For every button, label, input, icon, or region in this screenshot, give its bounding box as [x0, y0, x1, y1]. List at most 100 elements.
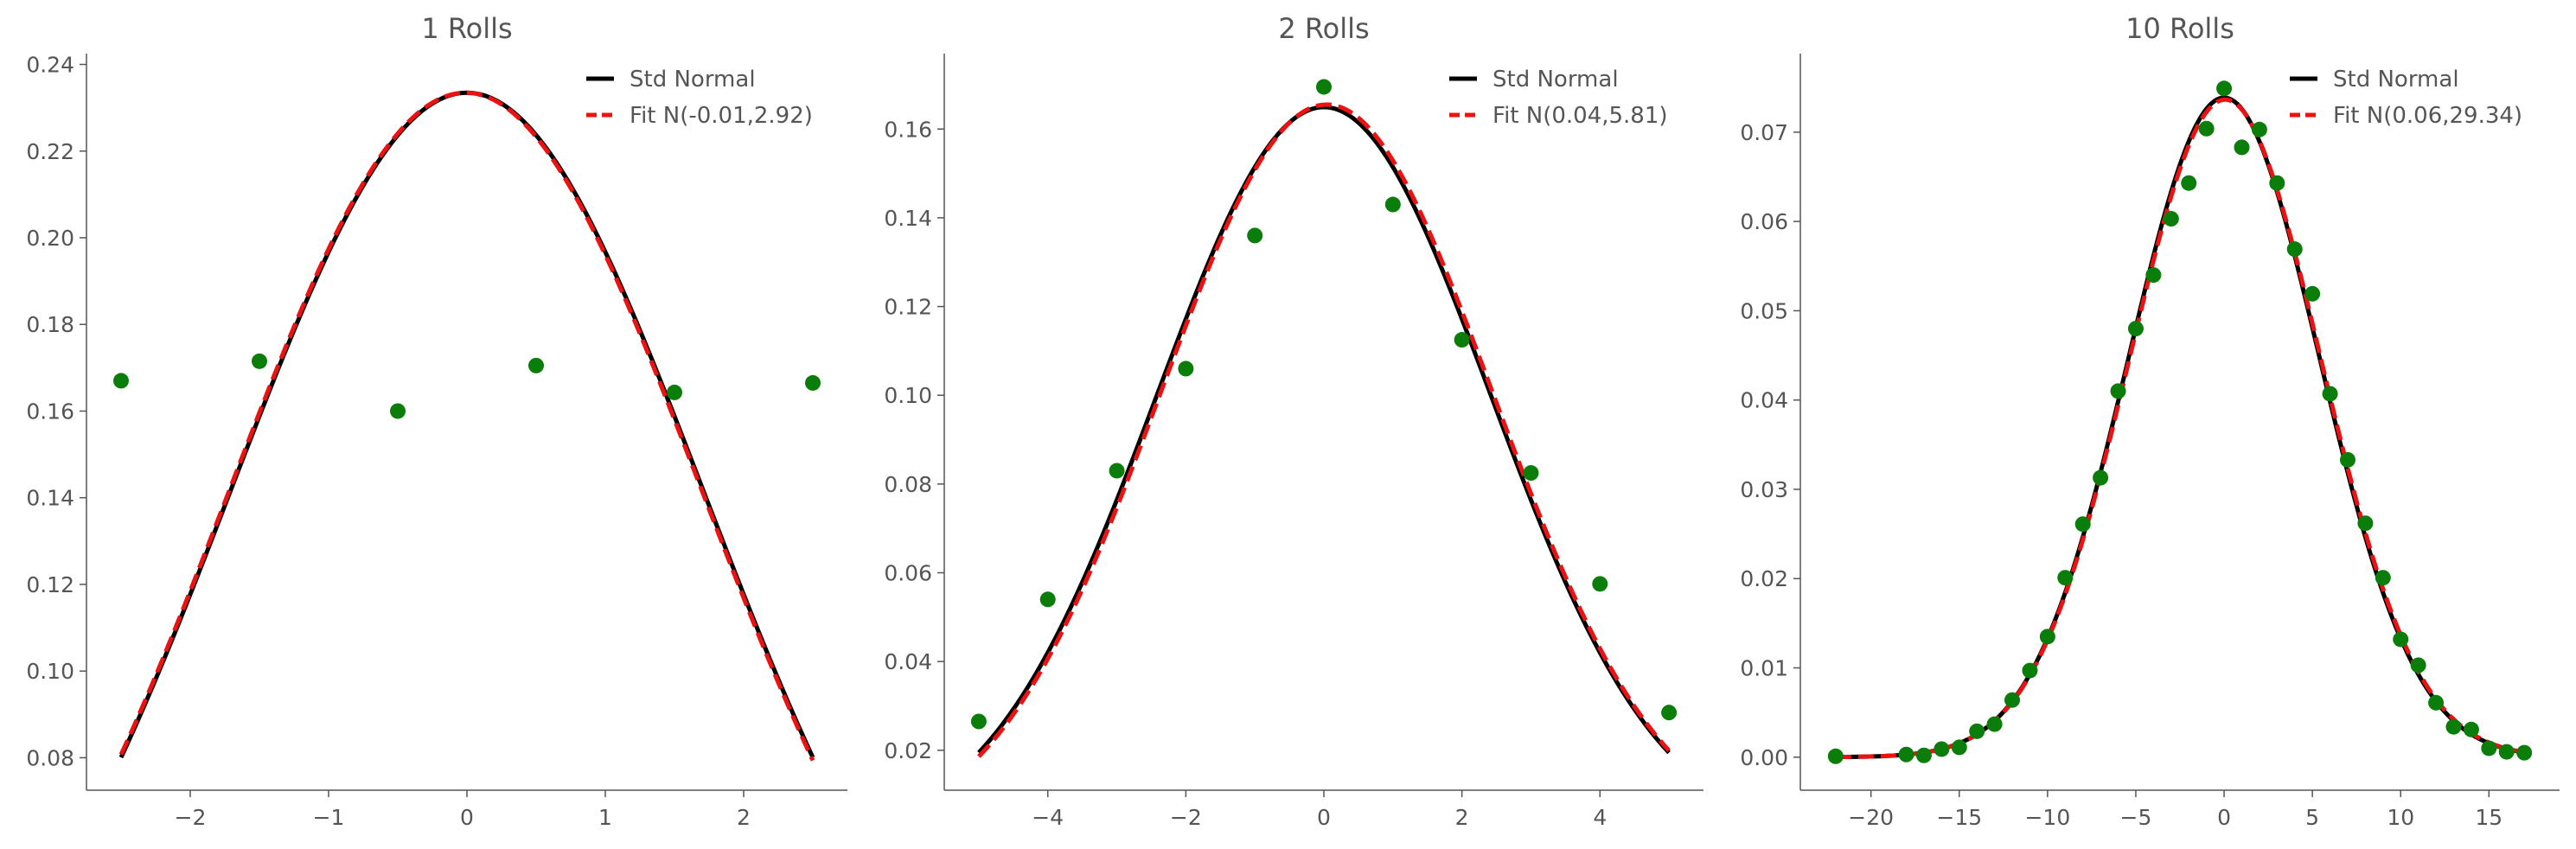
data-point: [2110, 383, 2126, 399]
data-point: [2181, 175, 2197, 191]
data-point: [1827, 748, 1844, 764]
x-tick-label: −2: [1170, 805, 1202, 830]
y-tick-label: 0.04: [884, 649, 932, 674]
data-point: [1523, 465, 1539, 482]
x-tick-label: 0: [460, 805, 474, 830]
std-normal-curve: [977, 105, 1671, 755]
x-tick-label: 4: [1593, 805, 1607, 830]
y-tick-label: 0.12: [884, 295, 932, 320]
data-point: [2393, 631, 2409, 648]
data-point: [2234, 139, 2250, 156]
y-tick-label: 0.07: [1740, 120, 1788, 145]
x-tick-label: −15: [1936, 805, 1982, 830]
data-point: [2304, 285, 2321, 302]
data-point: [1934, 741, 1950, 757]
x-tick-label: 5: [2305, 805, 2319, 830]
legend-label-std-normal: Std Normal: [2333, 67, 2459, 93]
x-tick-label: 2: [1455, 805, 1469, 830]
data-point: [2057, 570, 2074, 586]
data-point: [2357, 515, 2374, 532]
chart-title: 10 Rolls: [2125, 12, 2234, 45]
data-point: [1247, 227, 1263, 244]
data-point: [1454, 332, 1470, 348]
y-tick-label: 0.08: [26, 745, 74, 770]
data-point: [2463, 721, 2479, 737]
data-point: [252, 353, 267, 369]
data-point: [2127, 321, 2144, 337]
data-point: [528, 357, 544, 373]
y-tick-label: 0.02: [884, 738, 932, 763]
fit-normal-curve: [977, 102, 1671, 758]
x-tick-label: 2: [737, 805, 751, 830]
data-point: [1316, 79, 1332, 95]
data-point: [2269, 175, 2285, 191]
y-tick-label: 0.20: [26, 226, 74, 251]
y-tick-label: 0.14: [884, 206, 932, 231]
y-tick-label: 0.24: [26, 53, 74, 78]
fit-normal-curve: [118, 90, 815, 762]
legend-label-fit: Fit N(0.04,5.81): [1493, 103, 1668, 129]
chart-panel-10-rolls: 10 Rolls 0.00 0.01 0.02 0.03 0.04 0.05 0.06 0.07…: [1740, 12, 2560, 830]
data-point: [1592, 576, 1608, 592]
x-tick-label: 0: [2217, 805, 2231, 830]
legend-label-std-normal: Std Normal: [630, 67, 756, 93]
data-point: [2428, 694, 2445, 711]
std-normal-curve: [118, 90, 815, 759]
data-point: [2339, 451, 2355, 468]
x-tick-label: −4: [1032, 805, 1064, 830]
data-point: [2251, 121, 2267, 137]
y-tick-label: 0.10: [26, 659, 74, 684]
data-point: [2039, 629, 2055, 645]
x-tick-label: 0: [1317, 805, 1331, 830]
y-tick-label: 0.02: [1740, 566, 1788, 591]
y-tick-label: 0.05: [1740, 298, 1788, 323]
x-tick-label: 15: [2475, 805, 2502, 830]
data-point: [2445, 718, 2462, 735]
chart-panel-1-rolls: 1 Rolls 0.08 0.10 0.12 0.14 0.16 0.18 0.20 0.22 0…: [26, 12, 847, 830]
x-tick-label: 1: [598, 805, 612, 830]
y-tick-label: 0.16: [884, 117, 932, 142]
data-point: [805, 374, 821, 391]
data-point: [2410, 657, 2426, 673]
data-point: [2074, 516, 2091, 533]
data-point: [2163, 211, 2179, 227]
data-point: [970, 713, 987, 730]
data-point: [390, 403, 406, 419]
legend-label-std-normal: Std Normal: [1493, 67, 1619, 93]
y-tick-label: 0.04: [1740, 388, 1788, 413]
chart-title: 2 Rolls: [1278, 12, 1369, 45]
y-tick-label: 0.01: [1740, 656, 1788, 681]
data-point: [1898, 746, 1914, 763]
data-point: [667, 384, 682, 400]
legend-label-fit: Fit N(0.06,29.34): [2333, 103, 2522, 129]
data-point: [1178, 361, 1194, 377]
data-point: [2216, 80, 2233, 97]
data-point: [2375, 570, 2391, 586]
data-point: [113, 373, 129, 389]
y-tick-label: 0.03: [1740, 477, 1788, 502]
data-point: [2516, 744, 2533, 761]
x-tick-label: 10: [2387, 805, 2414, 830]
data-point: [1986, 716, 2003, 732]
fit-normal-curve: [1835, 97, 2525, 760]
y-tick-label: 0.14: [26, 486, 74, 511]
y-tick-label: 0.06: [884, 561, 932, 586]
y-tick-label: 0.06: [1740, 209, 1788, 234]
x-tick-label: −10: [2024, 805, 2070, 830]
y-tick-label: 0.22: [26, 139, 74, 164]
data-point: [1969, 723, 1985, 739]
y-tick-label: 0.00: [1740, 745, 1788, 770]
data-point: [2322, 386, 2338, 402]
y-tick-label: 0.08: [884, 472, 932, 497]
x-tick-label: −1: [313, 805, 345, 830]
data-point: [1384, 196, 1401, 213]
chart-panel-2-rolls: 2 Rolls 0.02 0.04 0.06 0.08 0.10 0.12 0.14 0.16 −…: [884, 12, 1703, 830]
data-point: [2145, 267, 2162, 284]
chart-title: 1 Rolls: [421, 12, 512, 45]
y-tick-label: 0.16: [26, 399, 74, 424]
y-tick-label: 0.12: [26, 572, 74, 597]
legend-label-fit: Fit N(-0.01,2.92): [630, 103, 813, 129]
x-tick-label: −2: [175, 805, 207, 830]
data-point: [2093, 469, 2109, 486]
